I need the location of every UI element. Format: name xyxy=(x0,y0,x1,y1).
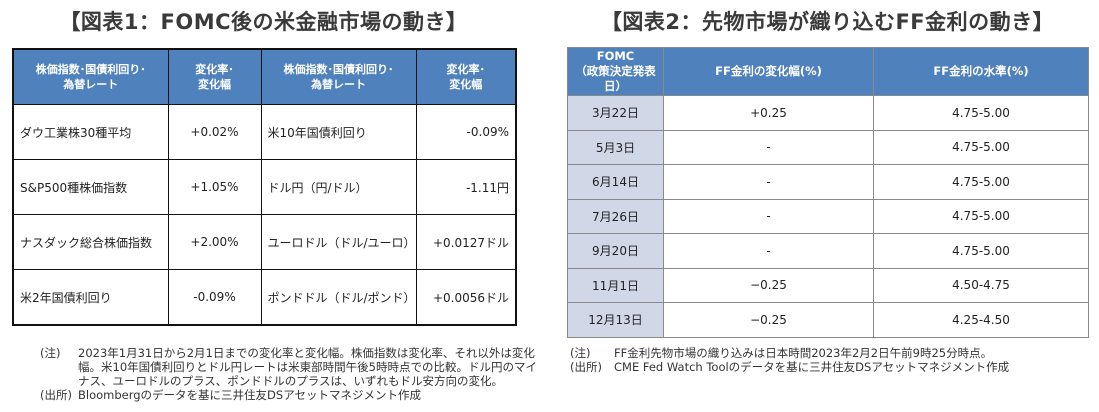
rate-level-cell: 4.75-5.00 xyxy=(873,233,1089,269)
rate-level-cell: 4.75-5.00 xyxy=(873,198,1089,234)
table-row: 7月26日 -4.75-5.00 xyxy=(567,198,1089,234)
change-cell: -0.09% xyxy=(167,269,262,326)
instrument-cell: S&P500種株価指数 xyxy=(12,159,169,215)
fomc-date-cell: 7月26日 xyxy=(567,198,664,234)
instrument-cell: 米10年国債利回り xyxy=(260,104,417,160)
rate-change-cell: - xyxy=(663,198,874,234)
table1-notes: (注) 2023年1月31日から2月1日までの変化率と変化幅。株価指数は変化率、そ… xyxy=(40,346,540,402)
column-header: FOMC （政策決定発表日） xyxy=(567,47,664,96)
table-row: S&P500種株価指数 +1.05% ドル円（円/ドル） -1.11円 xyxy=(12,159,517,215)
fomc-date-cell: 5月3日 xyxy=(567,129,664,165)
table-row: ナスダック総合株価指数 +2.00% ユーロドル（ドル/ユーロ） +0.0127ドル xyxy=(12,214,517,270)
note-label: (注) xyxy=(40,346,61,360)
rate-change-cell: - xyxy=(663,129,874,165)
table-row: 5月3日 -4.75-5.00 xyxy=(567,129,1089,165)
rate-change-cell: −0.25 xyxy=(663,302,874,338)
note-label: (注) xyxy=(570,346,591,360)
fomc-date-cell: 12月13日 xyxy=(567,302,664,338)
column-header: FF金利の水準(%) xyxy=(873,47,1089,96)
market-moves-table: 株価指数･国債利回り･ 為替レート 変化率･ 変化幅 株価指数･国債利回り･ 為替レート変… xyxy=(12,48,517,326)
table2-notes: (注) FF金利先物市場の織り込みは日本時間2023年2月2日午前9時25分時点。… xyxy=(570,346,1090,374)
table-row: 11月1日 −0.25 4.50-4.75 xyxy=(567,267,1089,303)
source-text: CME Fed Watch Toolのデータを基に三井住友DSアセットマネジメン… xyxy=(614,360,1010,374)
column-header: 変化率･ 変化幅 xyxy=(167,48,262,105)
table-row: 9月20日 -4.75-5.00 xyxy=(567,233,1089,269)
table2-title: 【図表2：先物市場が織り込むFF金利の動き】 xyxy=(600,10,1055,34)
column-header: 変化率･ 変化幅 xyxy=(415,48,517,105)
note-text: FF金利先物市場の織り込みは日本時間2023年2月2日午前9時25分時点。 xyxy=(614,346,993,360)
instrument-cell: ドル円（円/ドル） xyxy=(260,159,417,215)
rate-level-cell: 4.75-5.00 xyxy=(873,129,1089,165)
instrument-cell: ユーロドル（ドル/ユーロ） xyxy=(260,214,417,270)
rate-level-cell: 4.75-5.00 xyxy=(873,164,1089,200)
table-row: ダウ工業株30種平均 +0.02% 米10年国債利回り -0.09% xyxy=(12,104,517,160)
rate-change-cell: +0.25 xyxy=(663,95,874,131)
column-header: 株価指数･国債利回り･ 為替レート xyxy=(12,48,169,105)
source-label: (出所) xyxy=(40,388,72,402)
change-cell: +0.0127ドル xyxy=(415,214,517,270)
instrument-cell: 米2年国債利回り xyxy=(12,269,169,326)
change-cell: -0.09% xyxy=(415,104,517,160)
rate-change-cell: - xyxy=(663,233,874,269)
rate-level-cell: 4.25-4.50 xyxy=(873,302,1089,338)
note-text: 2023年1月31日から2月1日までの変化率と変化幅。株価指数は変化率、それ以外… xyxy=(78,346,537,388)
ff-rate-table: FOMC （政策決定発表日） FF金利の変化幅(%) FF金利の水準(%) 3月22日… xyxy=(567,47,1089,338)
table1-title: 【図表1：FOMC後の米金融市場の動き】 xyxy=(59,10,468,34)
rate-change-cell: - xyxy=(663,164,874,200)
change-cell: +0.02% xyxy=(167,104,262,160)
instrument-cell: ダウ工業株30種平均 xyxy=(12,104,169,160)
column-header: 株価指数･国債利回り･ 為替レート xyxy=(260,48,417,105)
fomc-date-cell: 9月20日 xyxy=(567,233,664,269)
table-row: 3月22日 +0.25 4.75-5.00 xyxy=(567,95,1089,131)
column-header: FF金利の変化幅(%) xyxy=(663,47,874,96)
table-row: 6月14日 -4.75-5.00 xyxy=(567,164,1089,200)
source-text: Bloombergのデータを基に三井住友DSアセットマネジメント作成 xyxy=(78,388,421,402)
rate-level-cell: 4.75-5.00 xyxy=(873,95,1089,131)
fomc-date-cell: 6月14日 xyxy=(567,164,664,200)
instrument-cell: ポンドドル（ドル/ポンド） xyxy=(260,269,417,326)
table-row: 12月13日 −0.25 4.25-4.50 xyxy=(567,302,1089,338)
change-cell: +2.00% xyxy=(167,214,262,270)
rate-level-cell: 4.50-4.75 xyxy=(873,267,1089,303)
fomc-date-cell: 3月22日 xyxy=(567,95,664,131)
change-cell: -1.11円 xyxy=(415,159,517,215)
source-label: (出所) xyxy=(570,360,602,374)
rate-change-cell: −0.25 xyxy=(663,267,874,303)
change-cell: +1.05% xyxy=(167,159,262,215)
table-row: 米2年国債利回り -0.09% ポンドドル（ドル/ポンド） +0.0056ドル xyxy=(12,269,517,326)
fomc-date-cell: 11月1日 xyxy=(567,267,664,303)
instrument-cell: ナスダック総合株価指数 xyxy=(12,214,169,270)
change-cell: +0.0056ドル xyxy=(415,269,517,326)
